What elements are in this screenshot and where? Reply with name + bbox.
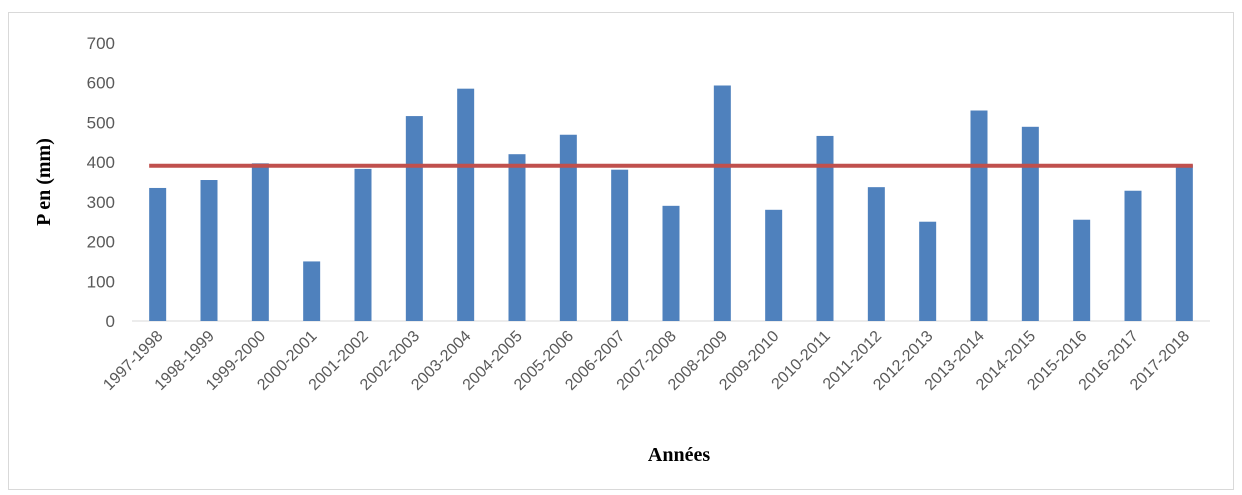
bar-1999-2000	[251, 163, 269, 321]
bar-2004-2005	[508, 154, 526, 321]
y-tick-label: 200	[87, 233, 115, 252]
x-axis-title: Années	[648, 444, 710, 466]
y-tick-label: 0	[106, 312, 115, 331]
y-tick-label: 400	[87, 153, 115, 172]
bar-2003-2004	[457, 88, 475, 322]
bar-2006-2007	[611, 169, 629, 321]
bar-2014-2015	[1021, 126, 1039, 321]
bar-2005-2006	[559, 134, 577, 321]
x-axis-ticks: 1997-19981998-19991999-20002000-20012001…	[100, 328, 1193, 394]
bar-2001-2002	[354, 168, 372, 321]
y-tick-label: 300	[87, 193, 115, 212]
bar-2002-2003	[405, 116, 423, 322]
y-tick-label: 700	[87, 34, 115, 53]
y-tick-label: 600	[87, 74, 115, 93]
bar-1998-1999	[200, 180, 218, 321]
bar-2016-2017	[1124, 190, 1142, 321]
bar-2007-2008	[662, 205, 680, 321]
y-axis-title: P en (mm)	[33, 138, 55, 226]
bar-2009-2010	[765, 209, 783, 321]
bar-2015-2016	[1073, 219, 1091, 321]
bar-2010-2011	[816, 135, 834, 321]
bars-series	[149, 85, 1193, 322]
bar-2013-2014	[970, 110, 988, 321]
y-tick-label: 500	[87, 113, 115, 132]
bar-2017-2018	[1175, 164, 1193, 321]
bar-2012-2013	[919, 221, 937, 321]
bar-2000-2001	[303, 261, 321, 321]
bar-2008-2009	[713, 85, 731, 321]
y-tick-label: 100	[87, 272, 115, 291]
bar-2011-2012	[867, 187, 885, 321]
y-axis-ticks: 0 100 200 300 400 500 600 700	[87, 34, 115, 331]
bar-1997-1998	[149, 187, 167, 321]
